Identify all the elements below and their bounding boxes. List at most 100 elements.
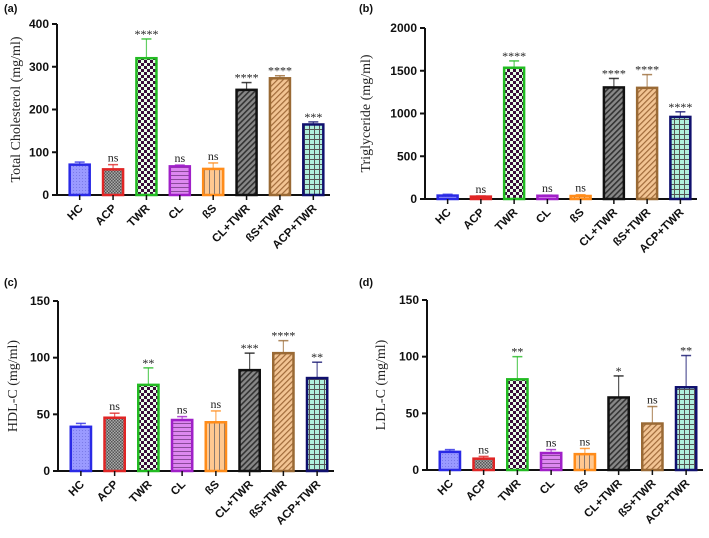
bar-acp bbox=[103, 416, 126, 473]
chart-panel-b: (b) Triglyceride (mg/ml) 0 500 1000 1500 2000 H… bbox=[359, 3, 697, 256]
bar-cl-twr bbox=[238, 368, 261, 473]
bar-acp-twr bbox=[669, 115, 692, 201]
y-tick-label: 150 bbox=[399, 293, 419, 307]
y-tick-label: 100 bbox=[30, 351, 50, 365]
significance-label: **** bbox=[134, 27, 158, 41]
y-axis-label: Total Cholesterol (mg/ml) bbox=[9, 36, 24, 182]
y-tick-label: 2000 bbox=[390, 21, 417, 35]
bar-hc bbox=[69, 425, 93, 473]
y-tick-label: 1500 bbox=[390, 64, 417, 78]
bar-acp bbox=[469, 195, 493, 201]
bar-acp bbox=[472, 457, 495, 472]
x-tick-label: ßS bbox=[568, 206, 587, 225]
bar-cl-twr bbox=[607, 396, 630, 472]
bar-ßs-twr bbox=[641, 422, 664, 472]
bar-ßs-twr bbox=[272, 351, 295, 473]
significance-label: ns bbox=[575, 181, 586, 195]
bar-acp bbox=[101, 168, 125, 197]
significance-label: ns bbox=[208, 149, 219, 163]
bar-ßs bbox=[569, 194, 592, 201]
panel-label: (a) bbox=[4, 3, 18, 15]
x-tick-label: ACP bbox=[95, 478, 121, 504]
significance-label: ns bbox=[542, 181, 553, 195]
x-tick-label: CL bbox=[169, 479, 188, 498]
significance-label: ns bbox=[580, 434, 591, 448]
y-tick-label: 50 bbox=[406, 406, 420, 420]
y-tick-label: 200 bbox=[29, 103, 49, 117]
significance-label: **** bbox=[635, 63, 659, 77]
significance-label: ** bbox=[680, 344, 692, 358]
bar-twr bbox=[137, 383, 160, 473]
bar-cl-twr bbox=[602, 86, 626, 201]
significance-label: **** bbox=[602, 66, 626, 80]
y-tick-label: 1000 bbox=[390, 107, 417, 121]
bar-ßs-twr bbox=[635, 86, 659, 201]
x-tick-label: TWR bbox=[126, 202, 153, 229]
chart-panel-a: (a) Total Cholesterol (mg/ml) 0 100 200 300 40… bbox=[4, 3, 330, 252]
bar-ßs bbox=[573, 452, 597, 472]
significance-label: ** bbox=[511, 345, 523, 359]
panel-label: (b) bbox=[359, 3, 373, 15]
bar-ßs bbox=[201, 167, 225, 197]
panel-label: (c) bbox=[4, 277, 18, 289]
x-tick-label: ßS bbox=[203, 478, 222, 497]
y-tick-label: 50 bbox=[37, 407, 51, 421]
y-tick-label: 500 bbox=[397, 149, 417, 163]
significance-label: **** bbox=[271, 329, 295, 343]
x-tick-label: TWR bbox=[496, 477, 523, 504]
significance-label: ns bbox=[108, 151, 119, 165]
significance-label: ns bbox=[109, 399, 120, 413]
bar-cl bbox=[536, 194, 559, 201]
y-tick-label: 100 bbox=[399, 350, 419, 364]
y-axis-label: Triglyceride (mg/ml) bbox=[359, 54, 374, 172]
x-tick-label: ßS bbox=[572, 477, 591, 496]
significance-label: *** bbox=[304, 110, 322, 124]
significance-label: ns bbox=[647, 393, 658, 407]
x-tick-label: HC bbox=[436, 478, 456, 498]
significance-label: * bbox=[616, 364, 622, 378]
y-tick-label: 0 bbox=[43, 464, 50, 478]
x-tick-label: HC bbox=[434, 207, 454, 227]
y-tick-label: 150 bbox=[30, 294, 50, 308]
significance-label: ns bbox=[177, 403, 188, 417]
y-axis-label: HDL-C (mg/ml) bbox=[6, 340, 21, 432]
x-tick-label: CL bbox=[167, 203, 186, 222]
x-tick-label: CL bbox=[538, 478, 557, 497]
significance-label: **** bbox=[668, 100, 692, 114]
y-axis-label: LDL-C (mg/ml) bbox=[374, 339, 389, 430]
bar-ßs-twr bbox=[268, 77, 292, 197]
significance-label: **** bbox=[235, 71, 259, 85]
y-tick-label: 0 bbox=[410, 192, 417, 206]
significance-label: **** bbox=[268, 64, 292, 78]
significance-label: ns bbox=[174, 151, 185, 165]
bar-cl bbox=[168, 165, 192, 197]
bar-twr bbox=[502, 66, 526, 201]
bar-twr bbox=[135, 56, 158, 197]
chart-panel-d: (d) LDL-C (mg/ml) 0 50 100 150 HC ns ACP ** TWR ns C… bbox=[359, 277, 703, 527]
significance-label: *** bbox=[241, 341, 259, 355]
x-tick-label: HC bbox=[67, 479, 87, 499]
chart-panel-c: (c) HDL-C (mg/ml) 0 50 100 150 HC ns ACP ** TWR ns C… bbox=[4, 277, 334, 528]
bar-cl bbox=[170, 418, 194, 473]
significance-label: ns bbox=[476, 182, 487, 196]
x-tick-label: HC bbox=[66, 203, 86, 223]
bar-hc bbox=[438, 450, 462, 472]
bar-acp-twr bbox=[305, 376, 329, 473]
x-tick-label: ßS bbox=[200, 202, 219, 221]
y-tick-label: 400 bbox=[29, 17, 49, 31]
bar-acp-twr bbox=[674, 386, 698, 472]
bar-acp-twr bbox=[302, 123, 325, 197]
x-tick-label: ACP bbox=[94, 202, 120, 228]
significance-label: ns bbox=[211, 397, 222, 411]
significance-label: ** bbox=[142, 356, 154, 370]
bar-ßs bbox=[204, 421, 228, 473]
y-tick-label: 0 bbox=[412, 463, 419, 477]
x-tick-label: TWR bbox=[127, 478, 154, 505]
bar-twr bbox=[506, 378, 529, 472]
significance-label: **** bbox=[502, 49, 526, 63]
bar-hc bbox=[436, 194, 459, 201]
x-tick-label: ACP bbox=[464, 477, 490, 503]
y-tick-label: 100 bbox=[29, 145, 49, 159]
bar-cl bbox=[539, 451, 563, 472]
